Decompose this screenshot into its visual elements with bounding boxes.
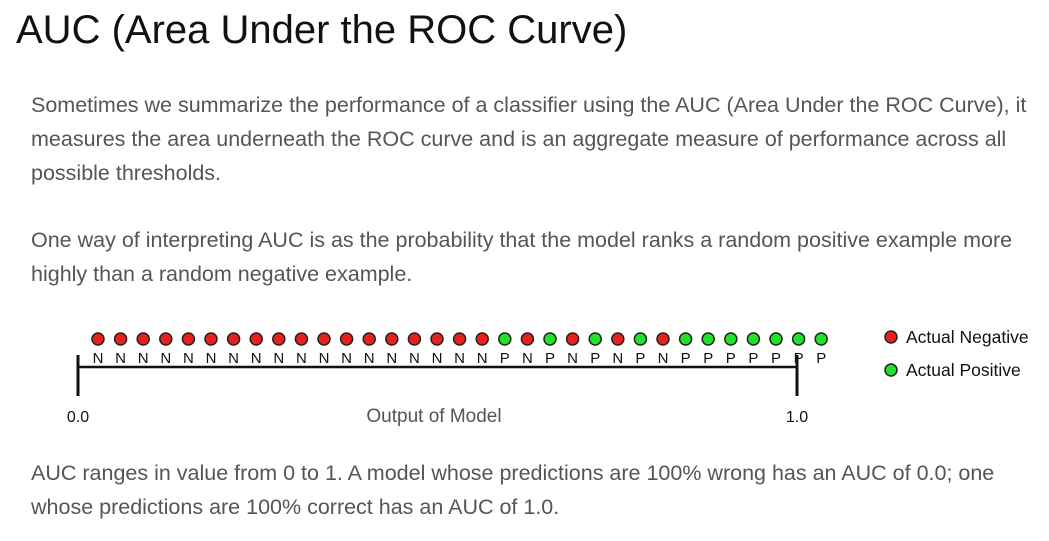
positive-example-dot bbox=[814, 332, 828, 346]
positive-example-dot bbox=[701, 332, 715, 346]
positive-example-dot bbox=[678, 332, 693, 346]
positive-example-dot bbox=[498, 332, 512, 346]
example-label: N bbox=[319, 350, 330, 367]
example-label: P bbox=[681, 350, 691, 367]
example-label: P bbox=[816, 350, 826, 367]
example-label: N bbox=[454, 350, 465, 367]
page-title: AUC (Area Under the ROC Curve) bbox=[16, 8, 628, 52]
example-label: N bbox=[386, 350, 397, 367]
negative-example-dot bbox=[520, 332, 535, 346]
negative-example-dot bbox=[272, 332, 286, 346]
range-paragraph: AUC ranges in value from 0 to 1. A model… bbox=[31, 461, 995, 519]
example-label: P bbox=[500, 350, 510, 367]
negative-example-dot bbox=[181, 332, 196, 346]
example-label: N bbox=[612, 350, 623, 367]
interpretation-paragraph: One way of interpreting AUC is as the pr… bbox=[31, 228, 1013, 286]
example-label: P bbox=[748, 350, 758, 367]
example-label: N bbox=[93, 350, 104, 367]
example-label: N bbox=[658, 350, 669, 367]
negative-example-dot bbox=[385, 332, 399, 346]
positive-example-dot bbox=[724, 332, 738, 346]
axis-end-label: 1.0 bbox=[786, 409, 808, 426]
legend-label-positive: Actual Positive bbox=[906, 360, 1021, 380]
example-label: N bbox=[115, 350, 126, 367]
negative-example-dot bbox=[656, 332, 670, 346]
negative-example-dot bbox=[452, 332, 467, 346]
negative-example-dot bbox=[91, 332, 105, 346]
negative-example-dot bbox=[204, 332, 218, 346]
negative-example-dot bbox=[159, 332, 173, 346]
negative-example-dot bbox=[226, 332, 241, 346]
example-label: P bbox=[545, 350, 555, 367]
positive-example-dot bbox=[769, 332, 783, 346]
example-label: P bbox=[635, 350, 645, 367]
example-label: N bbox=[296, 350, 307, 367]
example-label: N bbox=[206, 350, 217, 367]
negative-example-dot bbox=[430, 332, 444, 346]
example-label: N bbox=[183, 350, 194, 367]
legend-label-negative: Actual Negative bbox=[906, 327, 1029, 347]
legend: Actual Negative Actual Positive bbox=[884, 327, 1029, 380]
example-dots bbox=[91, 332, 828, 346]
example-label: N bbox=[228, 350, 239, 367]
negative-example-dot bbox=[565, 332, 580, 346]
axis-title: Output of Model bbox=[366, 406, 501, 427]
intro-paragraph: Sometimes we summarize the performance o… bbox=[31, 93, 1027, 185]
example-label: N bbox=[477, 350, 488, 367]
axis-start-label: 0.0 bbox=[67, 409, 89, 426]
positive-example-dot bbox=[543, 332, 557, 346]
example-label: N bbox=[409, 350, 420, 367]
negative-example-dot bbox=[475, 332, 489, 346]
example-label: N bbox=[251, 350, 262, 367]
negative-example-dot bbox=[113, 332, 128, 346]
negative-example-dot bbox=[339, 332, 354, 346]
example-label: P bbox=[590, 350, 600, 367]
positive-example-dot bbox=[633, 332, 648, 346]
example-label: P bbox=[703, 350, 713, 367]
positive-example-dot bbox=[588, 332, 602, 346]
negative-example-dot bbox=[294, 332, 309, 346]
legend-dot-negative bbox=[884, 330, 898, 344]
positive-example-dot bbox=[746, 332, 761, 346]
legend-dot-positive bbox=[884, 363, 898, 377]
example-label: N bbox=[364, 350, 375, 367]
positive-example-dot bbox=[791, 332, 806, 346]
example-label: P bbox=[726, 350, 736, 367]
example-label: N bbox=[432, 350, 443, 367]
negative-example-dot bbox=[611, 332, 625, 346]
example-label: N bbox=[160, 350, 171, 367]
example-label: P bbox=[771, 350, 781, 367]
negative-example-dot bbox=[407, 332, 422, 346]
example-label: N bbox=[567, 350, 578, 367]
negative-example-dot bbox=[362, 332, 376, 346]
negative-example-dot bbox=[249, 332, 263, 346]
example-label: N bbox=[522, 350, 533, 367]
negative-example-dot bbox=[317, 332, 331, 346]
example-label: N bbox=[138, 350, 149, 367]
example-label: P bbox=[794, 350, 804, 367]
negative-example-dot bbox=[136, 332, 150, 346]
example-label: N bbox=[273, 350, 284, 367]
example-label: N bbox=[341, 350, 352, 367]
